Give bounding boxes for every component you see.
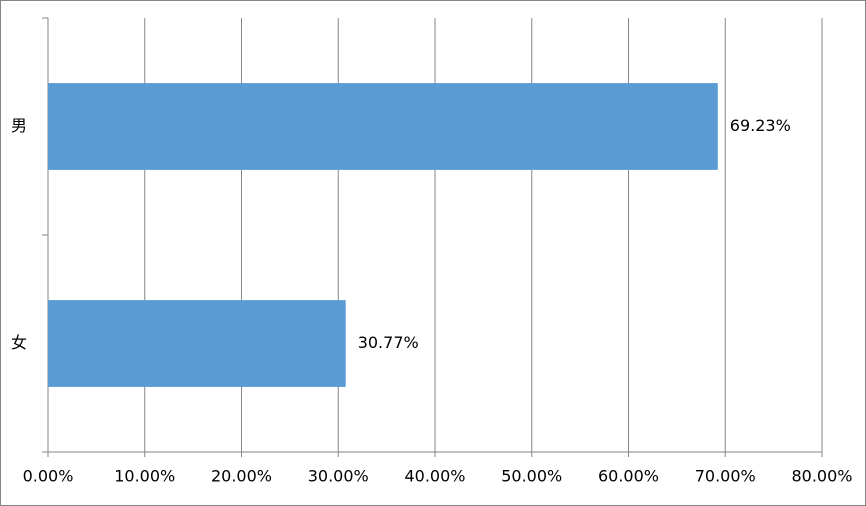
y-tick-label: 男 [11, 116, 27, 135]
bar [48, 83, 718, 170]
x-tick-label: 50.00% [501, 467, 562, 486]
x-tick-label: 10.00% [114, 467, 175, 486]
x-tick-label: 30.00% [308, 467, 369, 486]
bar [48, 300, 346, 387]
x-tick-label: 20.00% [211, 467, 272, 486]
x-tick-label: 60.00% [598, 467, 659, 486]
y-tick-label: 女 [11, 333, 27, 352]
x-tick-label: 80.00% [791, 467, 852, 486]
value-label: 69.23% [730, 116, 791, 135]
x-tick-label: 70.00% [695, 467, 756, 486]
x-tick-label: 0.00% [23, 467, 74, 486]
value-label: 30.77% [358, 333, 419, 352]
x-tick-label: 40.00% [404, 467, 465, 486]
